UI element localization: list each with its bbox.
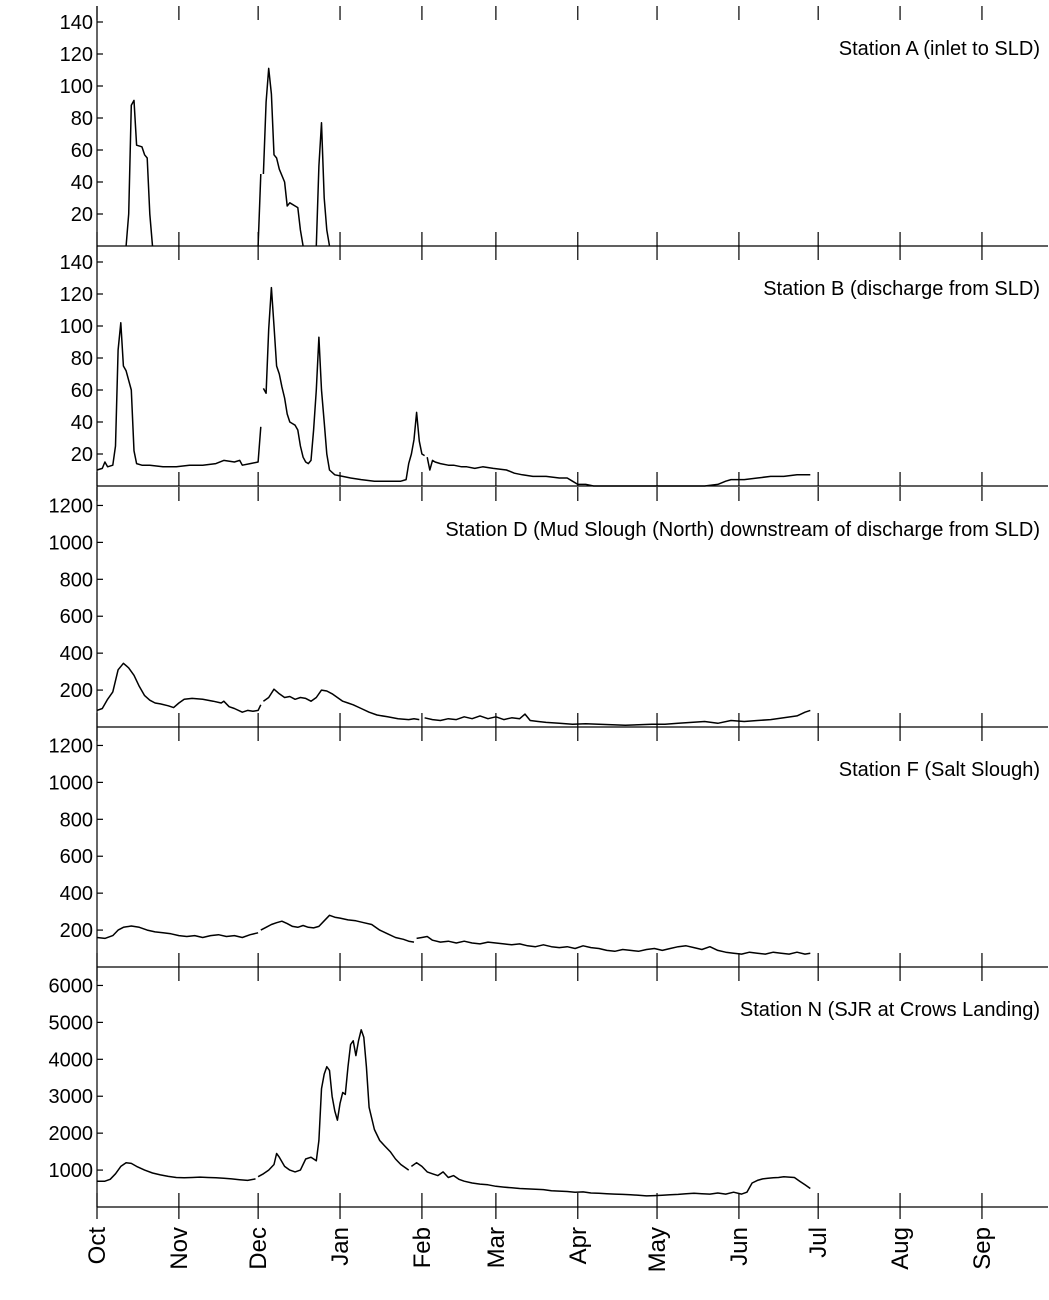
panel-4: 200 400 600 800 1000 1200 Station F (Salt Slou… xyxy=(49,727,1048,968)
y-tick-label: 40 xyxy=(71,412,93,434)
y-tick-label: 800 xyxy=(60,569,93,591)
series-line-segment xyxy=(424,709,811,726)
panel-title: Station A (inlet to SLD) xyxy=(839,38,1040,60)
month-label: Aug xyxy=(887,1227,914,1270)
series-line-segment xyxy=(96,322,262,471)
month-label: Apr xyxy=(565,1227,592,1264)
series-line-segment xyxy=(125,99,154,247)
month-label: Sep xyxy=(969,1227,996,1270)
y-tick-label: 1200 xyxy=(49,735,94,757)
series-line-segment xyxy=(410,1161,811,1197)
month-label: May xyxy=(644,1227,671,1272)
month-label: Dec xyxy=(245,1227,272,1270)
series-line-segment xyxy=(262,688,420,721)
y-tick-label: 200 xyxy=(60,920,93,942)
series-line-segment xyxy=(257,173,262,247)
series-line-segment xyxy=(416,935,811,955)
series-line-segment xyxy=(315,122,331,247)
y-tick-label: 400 xyxy=(60,883,93,905)
y-tick-label: 60 xyxy=(71,380,93,402)
y-tick-label: 600 xyxy=(60,846,93,868)
panel-3: 200 400 600 800 1000 1200 Station D (Mud Sloug… xyxy=(49,487,1048,728)
month-label: Oct xyxy=(84,1227,111,1265)
y-tick-label: 100 xyxy=(60,76,93,98)
y-tick-label: 140 xyxy=(60,12,93,34)
series-line-segment xyxy=(96,925,259,940)
series-line-segment xyxy=(257,1029,410,1178)
panel-title: Station N (SJR at Crows Landing) xyxy=(740,999,1040,1021)
y-tick-label: 20 xyxy=(71,444,93,466)
y-tick-label: 3000 xyxy=(49,1086,94,1108)
series-line-segment xyxy=(426,457,811,487)
month-label: Mar xyxy=(483,1227,510,1268)
y-tick-label: 1200 xyxy=(49,495,94,517)
y-tick-label: 200 xyxy=(60,680,93,702)
y-tick-label: 140 xyxy=(60,252,93,274)
y-tick-label: 400 xyxy=(60,643,93,665)
y-tick-label: 1000 xyxy=(49,1160,94,1182)
panels: 20 40 60 80 100 120 140 Station A (inlet to SLD… xyxy=(49,6,1048,1208)
series-line-segment xyxy=(96,662,262,713)
series-line-segment xyxy=(260,914,415,943)
y-tick-label: 4000 xyxy=(49,1049,94,1071)
y-tick-label: 6000 xyxy=(49,975,94,997)
series-line-segment xyxy=(262,286,425,482)
month-label: Jul xyxy=(805,1227,832,1258)
panel-title: Station B (discharge from SLD) xyxy=(763,278,1040,300)
y-tick-label: 600 xyxy=(60,606,93,628)
month-label: Nov xyxy=(166,1227,193,1270)
y-tick-label: 100 xyxy=(60,316,93,338)
series-line-segment xyxy=(97,1161,256,1182)
y-tick-label: 5000 xyxy=(49,1012,94,1034)
panel-1: 20 40 60 80 100 120 140 Station A (inlet to SLD… xyxy=(60,6,1048,247)
y-tick-label: 1000 xyxy=(49,532,94,554)
y-tick-label: 800 xyxy=(60,809,93,831)
month-label: Jan xyxy=(327,1227,354,1266)
y-tick-label: 80 xyxy=(71,348,93,370)
y-tick-label: 1000 xyxy=(49,772,94,794)
y-tick-label: 2000 xyxy=(49,1123,94,1145)
series-line-segment xyxy=(262,67,304,247)
panel-title: Station D (Mud Slough (North) downstream… xyxy=(445,519,1040,541)
month-label: Jun xyxy=(726,1227,753,1266)
panel-2: 20 40 60 80 100 120 140 Station B (discharge fr… xyxy=(60,246,1048,487)
y-tick-label: 60 xyxy=(71,140,93,162)
panel-title: Station F (Salt Slough) xyxy=(839,759,1040,781)
y-tick-label: 20 xyxy=(71,204,93,226)
month-label: Feb xyxy=(409,1227,436,1268)
y-tick-label: 120 xyxy=(60,284,93,306)
panel-5: 1000 2000 3000 4000 5000 6000 Station N (SJR a… xyxy=(49,967,1048,1208)
x-axis: Oct Nov Dec Jan Feb Mar Apr May Jun Jul Aug Sep xyxy=(84,1207,996,1272)
y-tick-label: 40 xyxy=(71,172,93,194)
y-tick-label: 120 xyxy=(60,44,93,66)
y-tick-label: 80 xyxy=(71,108,93,130)
